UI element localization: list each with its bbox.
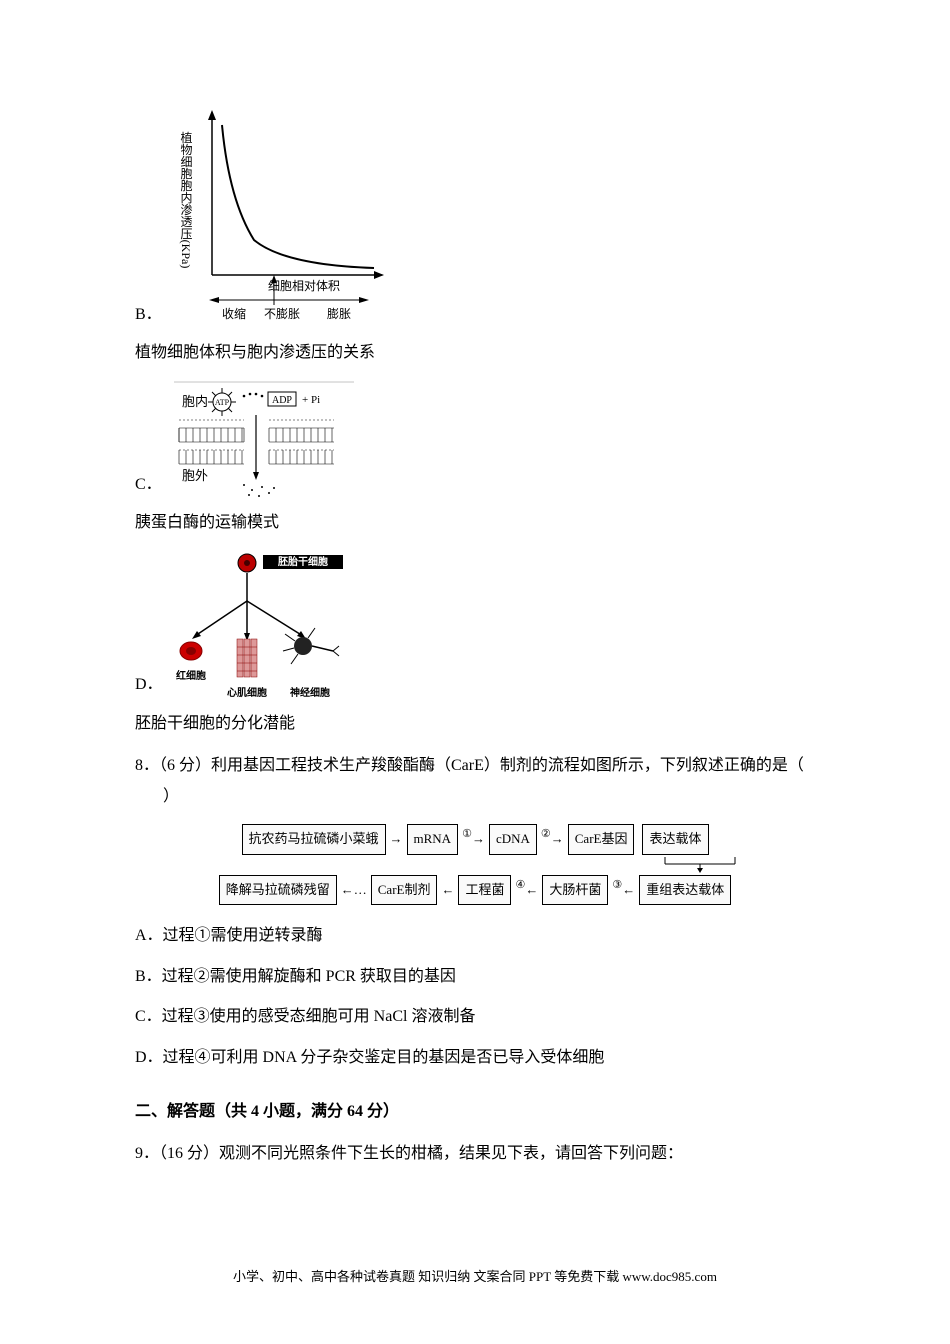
- arrow-right-label: 膨胀: [327, 307, 351, 321]
- flow-arrow-1-1: →: [390, 827, 403, 852]
- flow-box-1-5: 表达载体: [642, 824, 708, 855]
- arrow-left-label: 收缩: [222, 306, 246, 321]
- flow-connector: [135, 857, 815, 873]
- plus-label: + Pi: [302, 394, 320, 406]
- right-label: 神经细胞: [290, 686, 330, 699]
- flow-arrow-2-3: ④←: [515, 878, 538, 903]
- flow-arrow-2-2: ←: [441, 878, 454, 903]
- flow-box-1-4: CarE基因: [568, 824, 635, 855]
- option-b-row: B． 植物细胞胞内渗透压(KPa) 细胞相对体积 收缩 不膨胀 膨胀: [135, 100, 815, 330]
- top-label: 胚胎干细胞: [278, 555, 328, 568]
- flow-box-2-2: CarE制剂: [371, 875, 438, 906]
- flow-arrow-2-4: ③←: [612, 878, 635, 903]
- flow-box-2-5: 重组表达载体: [639, 875, 731, 906]
- option-c-row: C． 胞内 ATP ADP: [135, 380, 815, 500]
- flow-box-1-3: cDNA: [489, 824, 537, 855]
- q9-text: 9．（16 分）观测不同光照条件下生长的柑橘，结果见下表，请回答下列问题：: [135, 1139, 815, 1169]
- q8-option-c: C．过程③使用的感受态细胞可用 NaCl 溶液制备: [135, 1002, 815, 1032]
- q8-stem: 8．（6 分）利用基因工程技术生产羧酸酯酶（CarE）制剂的流程如图所示，下列叙…: [135, 751, 815, 812]
- x-axis-label: 细胞相对体积: [268, 279, 340, 293]
- figure-d-diagram: 胚胎干细胞: [175, 551, 350, 701]
- option-c-letter: C．: [135, 470, 162, 500]
- flow-arrow-2-1: ←…: [341, 878, 367, 903]
- caption-d: 胚胎干细胞的分化潜能: [135, 709, 815, 739]
- outside-label: 胞外: [182, 468, 208, 483]
- flow-box-1-2: mRNA: [407, 824, 459, 855]
- flow-row-2: 降解马拉硫磷残留 ←… CarE制剂 ← 工程菌 ④← 大肠杆菌 ③← 重组表达…: [135, 875, 815, 906]
- arrow-mid-label: 不膨胀: [264, 307, 300, 321]
- left-label: 红细胞: [176, 669, 206, 682]
- q8-close: ）: [163, 788, 179, 805]
- svg-text:ATP: ATP: [215, 398, 230, 407]
- inside-label: 胞内: [182, 394, 208, 409]
- y-axis-label: 植物细胞胞内渗透压(KPa): [179, 130, 193, 268]
- flow-box-2-4: 大肠杆菌: [542, 875, 608, 906]
- q8-option-a: A．过程①需使用逆转录酶: [135, 921, 815, 951]
- flow-row-1: 抗农药马拉硫磷小菜蛾 → mRNA ①→ cDNA ②→ CarE基因 表达载体: [135, 824, 815, 855]
- caption-b: 植物细胞体积与胞内渗透压的关系: [135, 338, 815, 368]
- flow-box-2-3: 工程菌: [458, 875, 511, 906]
- q8-option-b: B．过程②需使用解旋酶和 PCR 获取目的基因: [135, 962, 815, 992]
- q8-flowchart: 抗农药马拉硫磷小菜蛾 → mRNA ①→ cDNA ②→ CarE基因 表达载体…: [135, 824, 815, 905]
- q8-text: 8．（6 分）利用基因工程技术生产羧酸酯酶（CarE）制剂的流程如图所示，下列叙…: [135, 757, 804, 774]
- page-footer: 小学、初中、高中各种试卷真题 知识归纳 文案合同 PPT 等免费下载 www.d…: [135, 1265, 815, 1290]
- caption-c: 胰蛋白酶的运输模式: [135, 508, 815, 538]
- q8-option-d: D．过程④可利用 DNA 分子杂交鉴定目的基因是否已导入受体细胞: [135, 1043, 815, 1073]
- flow-arrow-1-2: ①→: [462, 827, 485, 852]
- option-b-letter: B．: [135, 300, 162, 330]
- adp-label: ADP: [272, 395, 292, 406]
- figure-c-diagram: 胞内 ATP ADP + Pi: [174, 380, 354, 500]
- flow-box-2-1: 降解马拉硫磷残留: [219, 875, 337, 906]
- flow-box-1-1: 抗农药马拉硫磷小菜蛾: [242, 824, 386, 855]
- option-d-letter: D．: [135, 670, 163, 700]
- section-2-title: 二、解答题（共 4 小题，满分 64 分）: [135, 1097, 815, 1127]
- option-d-row: D． 胚胎干细胞: [135, 551, 815, 701]
- flow-arrow-1-3: ②→: [541, 827, 564, 852]
- mid-label: 心肌细胞: [227, 686, 267, 699]
- figure-b-chart: 植物细胞胞内渗透压(KPa) 细胞相对体积 收缩 不膨胀 膨胀: [174, 100, 404, 330]
